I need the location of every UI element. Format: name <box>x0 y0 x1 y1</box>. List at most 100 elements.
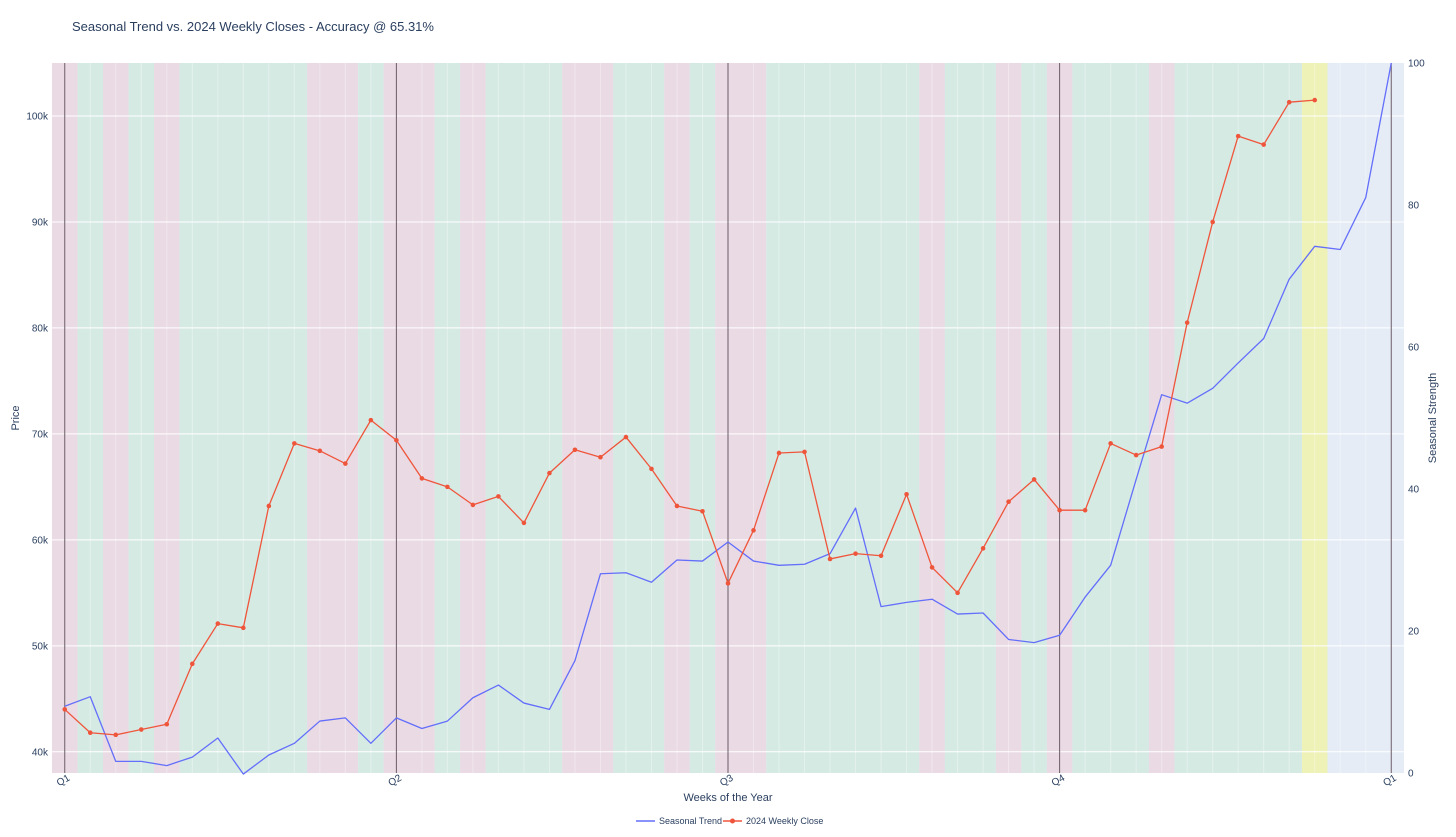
data-point-2024-weekly-close <box>955 590 960 596</box>
data-point-2024-weekly-close <box>215 621 221 626</box>
band-positive <box>613 63 665 773</box>
band-positive <box>434 63 461 773</box>
data-point-2024-weekly-close <box>751 528 756 533</box>
band-positive <box>1021 63 1047 773</box>
y-tick-label: 100k <box>26 111 49 122</box>
band-negative <box>103 63 129 773</box>
y-tick-label: 60k <box>32 535 49 546</box>
data-point-2024-weekly-close <box>1235 133 1241 139</box>
y2-axis-title: Seasonal Strength <box>1427 373 1439 464</box>
series-line-2024-weekly-close <box>64 99 1315 736</box>
y2-tick-label: 80 <box>1408 201 1420 212</box>
data-point-2024-weekly-close <box>87 730 93 736</box>
band-negative <box>995 63 1022 773</box>
data-point-2024-weekly-close <box>904 491 909 497</box>
y2-tick-label: 0 <box>1408 769 1414 780</box>
band-positive <box>1072 63 1149 773</box>
data-point-2024-weekly-close <box>62 707 68 712</box>
chart-title: Seasonal Trend vs. 2024 Weekly Closes - … <box>72 19 434 34</box>
data-point-2024-weekly-close <box>1057 507 1062 513</box>
data-point-2024-weekly-close <box>1210 219 1215 225</box>
data-point-2024-weekly-close <box>674 503 680 509</box>
data-point-2024-weekly-close <box>1031 477 1037 482</box>
data-point-2024-weekly-close <box>1261 142 1266 147</box>
data-point-2024-weekly-close <box>164 721 170 727</box>
data-point-2024-weekly-close <box>649 466 654 472</box>
x-tick-label: Q1 <box>55 773 72 789</box>
y-tick-label: 40k <box>32 747 49 758</box>
data-point-2024-weekly-close <box>470 502 476 508</box>
data-point-2024-weekly-close <box>1286 99 1292 105</box>
x-axis-ticks: Q1 Q2 Q3 Q4 Q1 <box>55 773 1399 789</box>
band-negative <box>715 63 767 773</box>
data-point-2024-weekly-close <box>317 448 323 454</box>
legend-marker-2024-weekly-close <box>730 818 735 824</box>
data-point-2024-weekly-close <box>266 503 272 509</box>
data-point-2024-weekly-close <box>138 727 144 732</box>
y2-axis-ticks: 0 20 40 60 80 100 <box>1408 59 1425 780</box>
y-axis-ticks: 40k 50k 60k 70k 80k 90k 100k <box>26 111 49 758</box>
data-point-2024-weekly-close <box>113 732 119 738</box>
legend-item-seasonal-trend[interactable]: Seasonal Trend <box>636 816 722 826</box>
data-point-2024-weekly-close <box>827 556 833 562</box>
series-line-seasonal-trend <box>64 62 1392 775</box>
legend: Seasonal Trend 2024 Weekly Close <box>636 816 823 826</box>
data-point-2024-weekly-close <box>623 434 629 440</box>
data-point-2024-weekly-close <box>725 581 731 586</box>
data-point-2024-weekly-close <box>1108 441 1113 446</box>
data-point-2024-weekly-close <box>598 454 603 460</box>
legend-label-2024-weekly-close: 2024 Weekly Close <box>746 816 823 826</box>
legend-label-seasonal-trend: Seasonal Trend <box>659 816 722 826</box>
band-positive <box>128 63 155 773</box>
data-point-2024-weekly-close <box>292 441 297 446</box>
data-point-2024-weekly-close <box>1159 444 1164 449</box>
x-axis-title: Weeks of the Year <box>683 792 772 804</box>
series-lines <box>62 62 1392 775</box>
x-tick-label: Q1 <box>1381 773 1398 789</box>
data-point-2024-weekly-close <box>853 551 858 556</box>
band-positive <box>485 63 563 773</box>
y-tick-label: 80k <box>32 323 49 334</box>
data-point-2024-weekly-close <box>980 546 986 551</box>
data-point-2024-weekly-close <box>394 437 399 443</box>
band-negative <box>919 63 945 773</box>
x-tick-label: Q4 <box>1050 773 1067 789</box>
data-point-2024-weekly-close <box>445 484 450 490</box>
seasonal-bands <box>52 63 1404 773</box>
band-negative <box>562 63 614 773</box>
band-negative <box>664 63 690 773</box>
band-positive <box>1174 63 1302 773</box>
y2-tick-label: 20 <box>1408 627 1420 638</box>
data-point-2024-weekly-close <box>1133 452 1139 458</box>
data-point-2024-weekly-close <box>1082 507 1088 513</box>
data-point-2024-weekly-close <box>1006 499 1011 505</box>
data-point-2024-weekly-close <box>419 476 425 481</box>
y2-tick-label: 40 <box>1408 485 1420 496</box>
band-positive <box>766 63 920 773</box>
data-point-2024-weekly-close <box>776 450 782 456</box>
y-tick-label: 50k <box>32 641 49 652</box>
quarter-lines <box>64 63 1392 773</box>
data-point-2024-weekly-close <box>343 461 348 466</box>
y-tick-label: 70k <box>32 429 49 440</box>
y2-tick-label: 60 <box>1408 343 1420 354</box>
gridlines <box>52 63 1404 773</box>
data-point-2024-weekly-close <box>241 625 246 631</box>
data-point-2024-weekly-close <box>1184 320 1190 325</box>
data-point-2024-weekly-close <box>878 553 884 559</box>
band-negative <box>307 63 359 773</box>
band-negative <box>460 63 486 773</box>
data-point-2024-weekly-close <box>929 565 935 570</box>
band-current <box>1301 63 1328 773</box>
band-positive <box>944 63 996 773</box>
data-point-2024-weekly-close <box>547 470 552 476</box>
band-positive <box>77 63 104 773</box>
band-positive <box>689 63 716 773</box>
band-negative <box>383 63 435 773</box>
data-point-2024-weekly-close <box>700 508 705 514</box>
data-point-2024-weekly-close <box>572 447 578 453</box>
band-negative <box>154 63 180 773</box>
y2-tick-label: 100 <box>1408 59 1425 70</box>
legend-item-2024-weekly-close[interactable]: 2024 Weekly Close <box>723 816 823 826</box>
